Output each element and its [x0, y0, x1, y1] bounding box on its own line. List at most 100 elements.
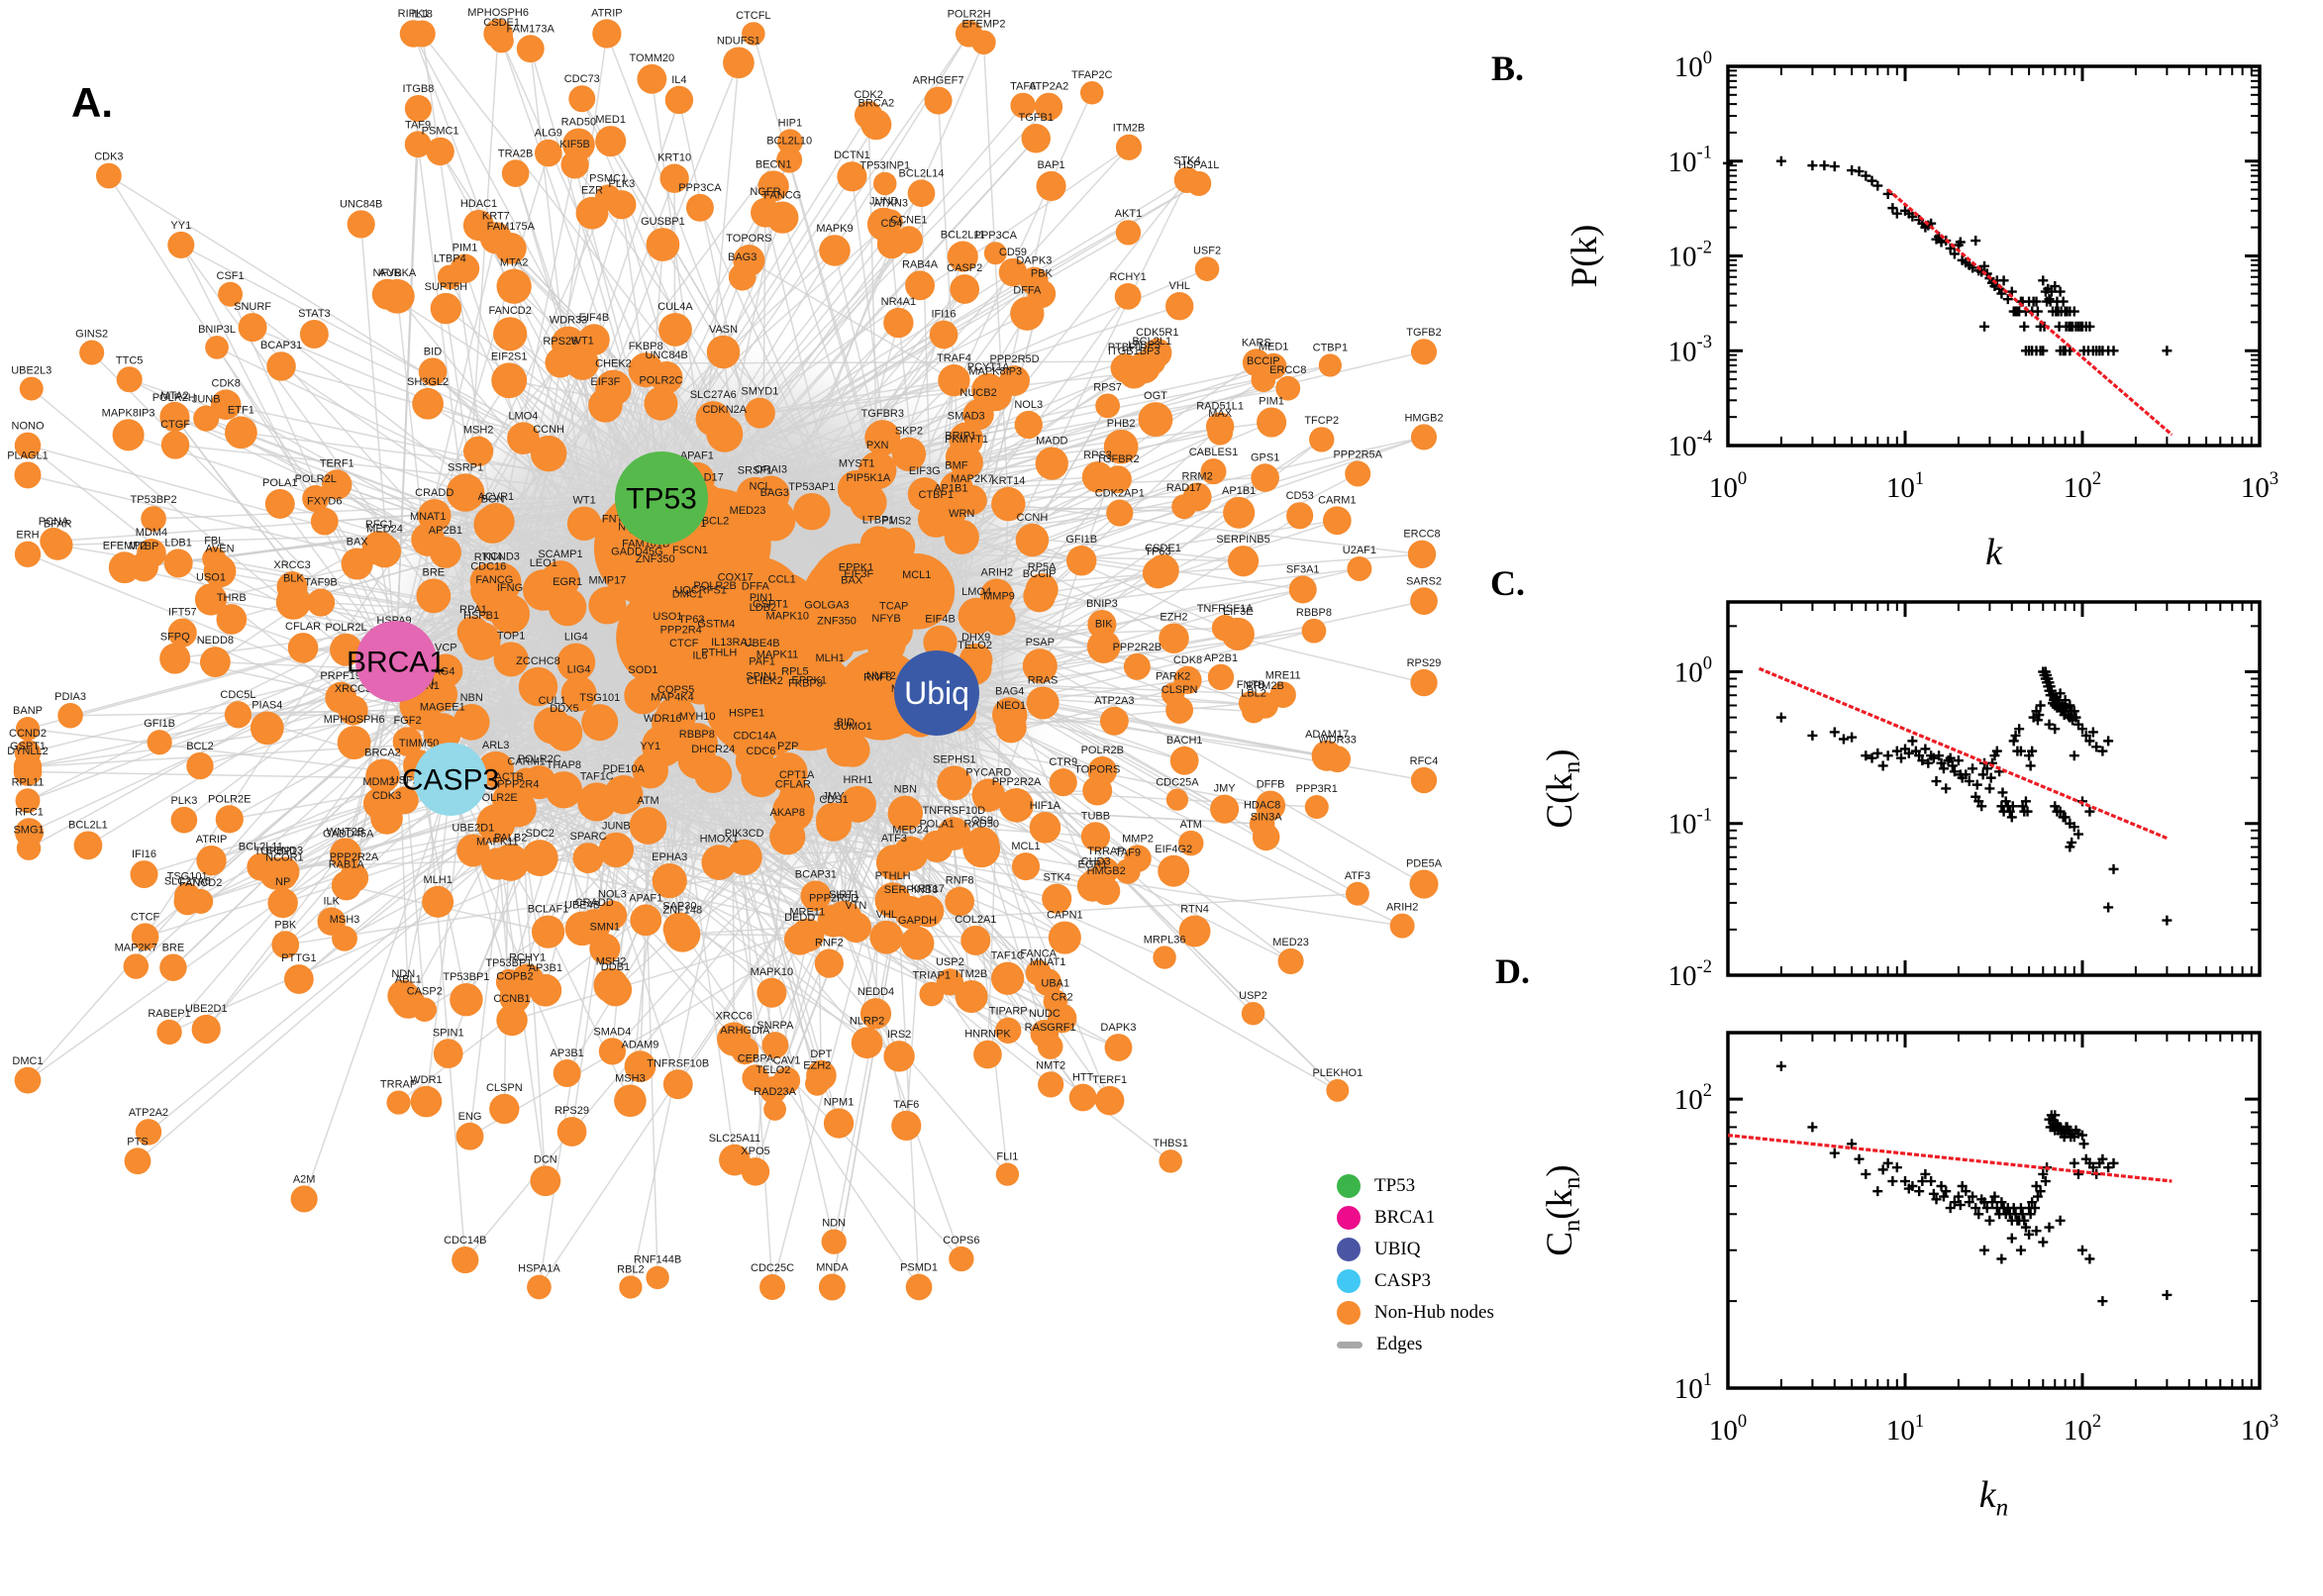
network-node-label: TAF6 [893, 1099, 919, 1111]
network-node-label: KRT7 [482, 210, 510, 222]
network-node [763, 1098, 786, 1121]
network-node [658, 313, 692, 347]
network-node-label: KRT10 [657, 151, 691, 163]
network-node-label: SLC27A6 [690, 389, 737, 401]
network-node-label: WT1 [571, 335, 594, 347]
network-node-label: MADD [1036, 435, 1067, 447]
network-node-label: CD59 [999, 247, 1027, 258]
network-node [496, 1004, 528, 1037]
network-node-label: CDK3 [94, 151, 123, 163]
network-node [821, 1229, 847, 1254]
network-node [644, 386, 678, 421]
scatter-point [1877, 1164, 1888, 1175]
y-tick-label: 10-2 [1668, 956, 1712, 992]
network-node-label: IFI16 [931, 309, 956, 321]
network-node [199, 647, 231, 678]
network-node [742, 22, 765, 46]
network-node [481, 848, 514, 880]
network-node [1277, 948, 1304, 974]
network-node [759, 1274, 786, 1300]
network-node [701, 845, 738, 880]
network-node [1115, 220, 1142, 246]
network-edge [749, 259, 955, 381]
network-node-label: LIG4 [564, 632, 588, 644]
network-node-label: STK4 [1043, 872, 1070, 884]
network-node [430, 292, 462, 325]
network-node [744, 397, 775, 429]
network-node-label: CFLAR [285, 621, 321, 633]
network-node [815, 802, 852, 838]
network-node-label: SAP30 [662, 900, 696, 912]
network-node-label: CDC73 [564, 73, 600, 85]
scatter-point [2019, 321, 2030, 332]
network-node [453, 703, 490, 741]
x-tick-label: 101 [1886, 1411, 1924, 1446]
scatter-point [2038, 275, 2049, 286]
network-node [477, 503, 515, 541]
network-node [694, 754, 733, 793]
network-node-label: BAG4 [995, 685, 1024, 697]
network-node-label: AP1B1 [1222, 485, 1256, 497]
network-node-label: AP2B1 [1204, 652, 1238, 664]
network-node-label: JMY [823, 791, 846, 803]
node-swatch-icon [1337, 1301, 1361, 1325]
network-node [1227, 546, 1260, 577]
network-node-label: NEO1 [996, 700, 1026, 712]
network-graph: MAPK10 EPPK1 USO1 GSPT1 UBE4B FSCN1 DFFA PPP2R4… [7, 7, 1444, 1301]
network-node-label: PLK3 [170, 795, 197, 807]
scatter-point [2055, 286, 2066, 297]
network-node-label: PDE5A [1406, 858, 1443, 870]
plot-panel-c: 100 10-1 10-2 C(kn) [1540, 600, 2262, 992]
network-node [79, 340, 105, 365]
network-node [1038, 1071, 1064, 1098]
scatter-point [2108, 346, 2119, 356]
network-node-label: PIAS4 [252, 699, 282, 711]
network-node-label: FGF2 [393, 715, 421, 727]
network-node [548, 587, 587, 627]
network-node-label: VHL [1169, 280, 1190, 292]
network-node-label: DAPK3 [1100, 1022, 1136, 1034]
network-node [456, 834, 490, 867]
legend-item-label: Edges [1376, 1334, 1423, 1354]
network-node [501, 159, 530, 187]
scatter-point [1882, 1157, 1893, 1168]
network-node-label: ERH [16, 530, 39, 542]
panel-c-label: C. [1490, 563, 1525, 603]
y-tick-label: 101 [1674, 1369, 1712, 1405]
network-node-label: POLA1 [919, 819, 954, 831]
network-node-label: CCL1 [768, 574, 796, 586]
network-node [112, 419, 145, 451]
scatter-point [1775, 712, 1786, 723]
plot-ticks [1726, 64, 2262, 448]
network-node-label: BRE [423, 566, 446, 578]
network-node-label: BCL2L10 [766, 136, 812, 148]
network-node-label: GSTM4 [697, 618, 735, 630]
scatter-point [1979, 1245, 1990, 1255]
network-node [147, 730, 172, 755]
network-node [404, 94, 432, 123]
network-node-label: RRM2 [1182, 470, 1213, 482]
network-node [777, 129, 803, 155]
network-node [450, 982, 483, 1017]
network-node-label: MAPK10 [751, 966, 793, 978]
network-node [371, 278, 403, 310]
scatter-point [1829, 727, 1840, 738]
network-node-label: SLC27A6 [164, 876, 211, 888]
network-node-label: TOP1 [497, 630, 526, 642]
scatter-point [2006, 812, 2017, 823]
network-node [1037, 1034, 1063, 1059]
network-node-label: TRAF4 [937, 352, 971, 364]
network-node [1345, 881, 1369, 906]
network-node-label: NDN [822, 1218, 846, 1230]
network-node [1022, 648, 1058, 684]
network-node [429, 536, 461, 568]
network-node [1079, 80, 1104, 105]
network-node-label: OGT [1144, 390, 1167, 402]
network-node-label: CTCFL [736, 10, 770, 22]
network-node-label: HSPA1A [518, 1263, 560, 1275]
network-node [1159, 1149, 1182, 1173]
network-node-label: JUND [869, 196, 898, 208]
network-node-label: PZP [777, 741, 798, 752]
network-node-label: RNF8 [946, 875, 974, 887]
network-node-label: SERPINB5 [1216, 534, 1269, 546]
